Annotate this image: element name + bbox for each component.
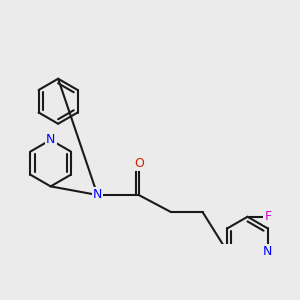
Text: N: N — [263, 245, 272, 258]
Text: N: N — [46, 134, 55, 146]
Text: N: N — [93, 188, 102, 202]
Text: O: O — [134, 157, 144, 169]
Text: F: F — [265, 210, 272, 223]
